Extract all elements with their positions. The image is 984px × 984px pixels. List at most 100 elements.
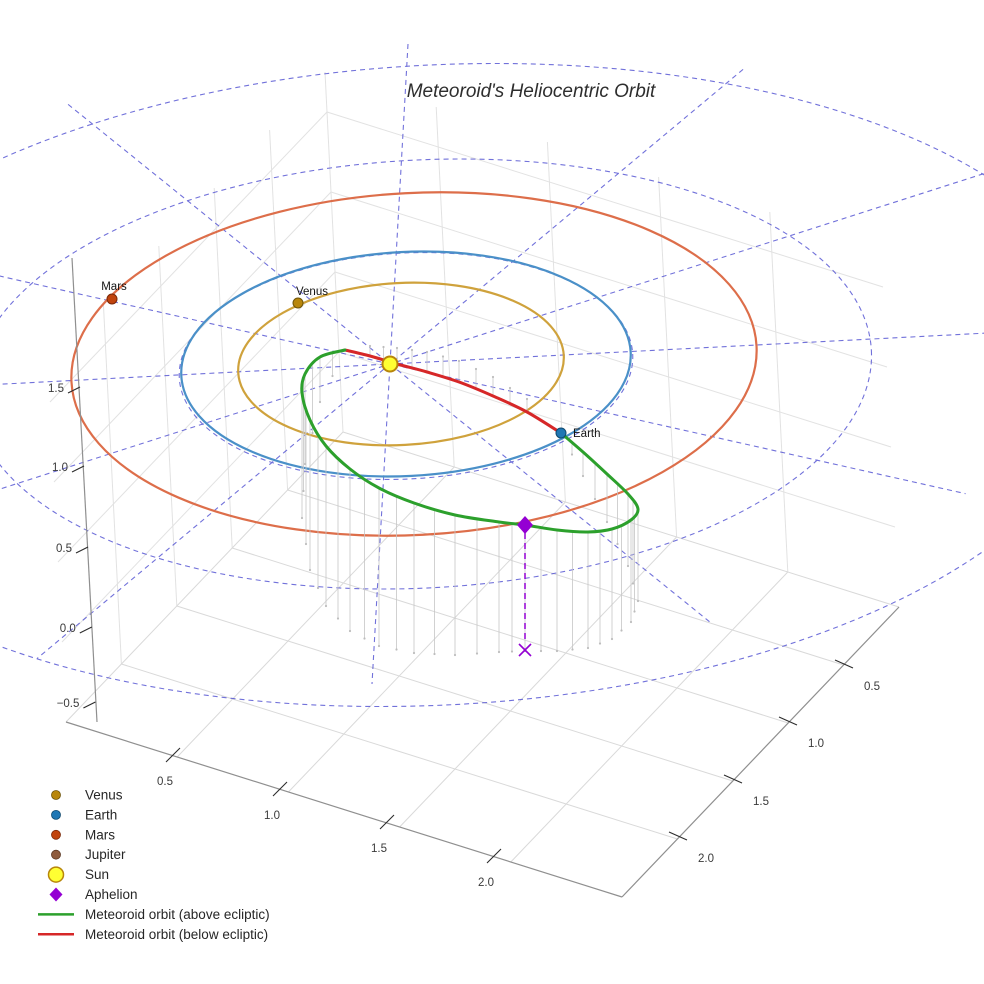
stem-end-dot bbox=[433, 652, 436, 656]
stem-end-dot bbox=[555, 649, 559, 653]
z-axis-tick bbox=[71, 465, 85, 473]
y-axis-tick bbox=[834, 659, 854, 669]
stem-end-dot bbox=[593, 497, 597, 501]
wall-horizontal-gridline bbox=[334, 271, 892, 448]
stem-end-dot bbox=[626, 564, 630, 568]
wall-horizontal-gridline bbox=[61, 351, 340, 643]
stem-end-dot bbox=[410, 348, 414, 352]
stem-end-dot bbox=[316, 586, 320, 590]
stem-end-dot bbox=[302, 489, 305, 493]
y-axis-tick-label: 1.5 bbox=[753, 796, 769, 808]
legend-marker-sun bbox=[47, 866, 65, 883]
earth-orbit bbox=[180, 250, 632, 478]
y-axis-tick bbox=[668, 831, 688, 841]
floor-gridline-y bbox=[121, 663, 678, 840]
planet-orbits bbox=[70, 191, 758, 537]
planet-labels: Mars Venus Earth bbox=[101, 281, 600, 440]
x-axis-tick-label: 0.5 bbox=[157, 776, 173, 788]
y-axis-tick bbox=[778, 716, 798, 726]
legend-label: Earth bbox=[85, 807, 117, 822]
wall-horizontal-gridline bbox=[330, 191, 888, 368]
sun-marker bbox=[381, 355, 399, 373]
wall-vertical-gridline bbox=[158, 245, 178, 607]
floor-gridline-y bbox=[232, 547, 789, 724]
floor-edge bbox=[65, 431, 344, 723]
stem-end-dot bbox=[457, 359, 461, 363]
wall-vertical-gridline bbox=[213, 187, 233, 549]
y-axis-tick-label: 2.0 bbox=[698, 853, 714, 865]
stem-end-dot bbox=[425, 350, 429, 354]
mars-marker bbox=[106, 293, 118, 305]
floor-gridline-x bbox=[176, 466, 455, 758]
floor-gridline-y bbox=[287, 489, 844, 666]
legend-label: Mars bbox=[85, 827, 115, 842]
z-axis-tick bbox=[83, 701, 96, 709]
legend-label: Meteoroid orbit (below ecliptic) bbox=[85, 927, 268, 942]
x-axis-tick-label: 1.0 bbox=[264, 810, 280, 822]
legend-item-earth: Earth bbox=[51, 807, 117, 822]
stem-end-dot bbox=[475, 652, 479, 655]
legend-label: Aphelion bbox=[85, 887, 138, 902]
stem-end-dot bbox=[570, 453, 574, 456]
stem-end-dot bbox=[303, 462, 307, 466]
meteoroid-orbit bbox=[300, 348, 640, 534]
venus-orbit bbox=[237, 281, 565, 447]
mars-orbit bbox=[70, 191, 758, 537]
z-axis-tick-label: 1.5 bbox=[48, 383, 64, 395]
floor-gridline-x bbox=[510, 571, 789, 863]
stem-end-dot bbox=[605, 520, 609, 524]
y-axis-tick-label: 0.5 bbox=[864, 681, 880, 693]
stem-end-dot bbox=[395, 648, 398, 651]
wall-vertical-gridline bbox=[102, 303, 122, 665]
legend-label: Jupiter bbox=[85, 847, 126, 862]
stem-end-dot bbox=[311, 431, 314, 435]
wall-horizontal-gridline bbox=[326, 111, 884, 288]
wall-horizontal-gridline bbox=[49, 111, 328, 403]
z-axis-tick-label: 0.5 bbox=[56, 543, 72, 555]
legend-item-mars: Mars bbox=[51, 827, 115, 842]
stem-end-dot bbox=[539, 649, 543, 653]
stem-end-dot bbox=[586, 646, 590, 650]
stem-end-dot bbox=[631, 582, 635, 585]
x-axis-tick-label: 2.0 bbox=[478, 877, 494, 889]
legend-item-venus: Venus bbox=[51, 788, 123, 803]
z-axis-tick-label: −0.5 bbox=[57, 698, 80, 710]
wall-horizontal-gridline bbox=[338, 351, 896, 528]
wall-back-edge bbox=[324, 71, 344, 433]
meteoroid-orbit-below-ecliptic bbox=[343, 348, 563, 435]
x-axis-line bbox=[65, 721, 623, 898]
stem-end-dot bbox=[491, 375, 495, 379]
venus-marker bbox=[292, 297, 304, 309]
z-axis-tick bbox=[67, 386, 81, 394]
stem-end-dot bbox=[395, 346, 399, 350]
floor-gridline-y bbox=[176, 605, 733, 782]
stem-end-dot bbox=[620, 629, 623, 632]
x-axis-tick bbox=[486, 848, 502, 864]
polar-spoke bbox=[67, 103, 713, 625]
wall-vertical-gridline bbox=[769, 211, 789, 573]
stem-end-dot bbox=[377, 644, 381, 648]
y-axis-tick-label: 1.0 bbox=[808, 738, 824, 750]
legend: Venus Earth Mars Jupiter Sun Aphelion Meteoroi… bbox=[38, 788, 270, 942]
y-axis-tick bbox=[723, 774, 743, 784]
legend-label: Meteoroid orbit (above ecliptic) bbox=[85, 907, 270, 922]
earth-marker bbox=[555, 427, 567, 439]
stem-end-dot bbox=[616, 542, 619, 546]
wall-vertical-gridline bbox=[435, 106, 455, 468]
stem-end-dot bbox=[348, 629, 352, 633]
z-axis-tick bbox=[75, 546, 89, 554]
stem-end-dot bbox=[508, 386, 512, 390]
floor-gridline-x bbox=[288, 501, 566, 793]
stem-end-dot bbox=[368, 344, 372, 348]
stem-end-dot bbox=[308, 568, 312, 572]
legend-label: Venus bbox=[85, 788, 123, 803]
stem-end-dot bbox=[324, 604, 328, 608]
stem-end-dot bbox=[525, 397, 529, 401]
stem-end-dot bbox=[633, 610, 636, 613]
stem-end-dot bbox=[412, 651, 416, 655]
stem-end-dot bbox=[510, 650, 514, 653]
stem-end-dot bbox=[581, 474, 585, 478]
aphelion-marker bbox=[517, 516, 533, 534]
